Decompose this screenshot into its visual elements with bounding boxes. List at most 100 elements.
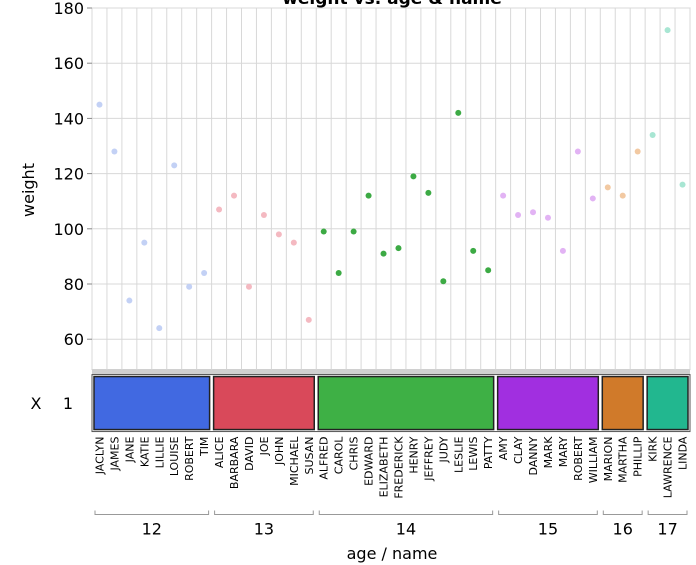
- x-axis-label: age / name: [347, 544, 438, 563]
- x-tick-label: EDWARD: [363, 437, 376, 486]
- x-tick-label: BARBARA: [228, 436, 241, 489]
- x-tick-label: PHILLIP: [632, 436, 645, 477]
- y-tick-label: 60: [64, 330, 84, 349]
- point: [604, 184, 611, 191]
- x-tick-label: WILLIAM: [587, 437, 600, 484]
- point: [350, 228, 357, 235]
- group-bracket: [94, 510, 210, 516]
- point: [634, 148, 641, 155]
- x-tick-label: ROBERT: [183, 436, 196, 481]
- y-tick-label: 80: [64, 275, 84, 294]
- x-tick-label: ALICE: [213, 437, 226, 469]
- group-label: 15: [538, 520, 558, 539]
- group-bracket: [647, 510, 688, 516]
- x-tick-label: TIM: [198, 437, 211, 457]
- band-value: 1: [63, 394, 73, 413]
- point: [141, 239, 148, 246]
- x-tick-label: MARTHA: [617, 436, 630, 483]
- x-tick-label: ROBERT: [572, 436, 585, 481]
- point: [231, 192, 238, 199]
- point: [380, 250, 387, 257]
- point: [365, 192, 372, 199]
- x-tick-label: MARY: [557, 436, 570, 467]
- point: [290, 239, 297, 246]
- x-tick-label: SUSAN: [303, 437, 316, 475]
- x-tick-label: MARK: [542, 436, 555, 469]
- x-tick-label: LESLIE: [452, 437, 465, 473]
- x-tick-label: JAMES: [108, 437, 121, 472]
- x-tick-label: LILLIE: [153, 437, 166, 469]
- point: [395, 245, 402, 252]
- point: [664, 27, 671, 34]
- point: [126, 297, 133, 304]
- y-tick-label: 140: [53, 109, 84, 128]
- y-tick-label: 160: [53, 54, 84, 73]
- band-gap: [92, 369, 690, 375]
- point: [485, 267, 492, 274]
- point: [96, 101, 103, 108]
- y-tick-label: 120: [53, 165, 84, 184]
- point: [679, 181, 686, 188]
- point: [260, 212, 267, 218]
- point: [455, 109, 462, 116]
- x-tick-label: CAROL: [333, 436, 346, 475]
- x-tick-label: LEWIS: [467, 437, 480, 471]
- x-tick-label: JOHN: [273, 437, 286, 466]
- x-tick-label: CLAY: [512, 436, 525, 464]
- x-tick-label: JANE: [123, 437, 136, 464]
- group-label: 13: [254, 520, 274, 539]
- age-band: [212, 375, 316, 431]
- age-band: [317, 375, 495, 431]
- x-tick-label: JEFFREY: [422, 436, 435, 481]
- y-tick-label: 100: [53, 220, 84, 239]
- x-tick-label: ALFRED: [318, 437, 331, 480]
- point: [515, 212, 522, 218]
- point: [530, 209, 537, 216]
- x-tick-label: HENRY: [407, 436, 420, 473]
- point: [335, 269, 342, 276]
- group-label: 17: [657, 520, 677, 539]
- group-bracket: [214, 510, 314, 516]
- point: [245, 283, 252, 290]
- group-label: 14: [396, 520, 416, 539]
- x-tick-label: JACLYN: [93, 437, 106, 476]
- x-tick-label: PATTY: [482, 436, 495, 469]
- point: [544, 214, 551, 221]
- x-tick-label: KIRK: [647, 436, 660, 462]
- chart-title: weight vs. age & name: [282, 0, 502, 9]
- point: [305, 316, 312, 323]
- point: [201, 269, 208, 276]
- point: [171, 162, 178, 169]
- point: [500, 192, 507, 199]
- point: [410, 173, 417, 180]
- point: [216, 206, 223, 213]
- point: [470, 247, 477, 254]
- x-tick-label: MARION: [602, 437, 615, 482]
- band-label: X: [31, 394, 42, 413]
- x-tick-label: ELIZABETH: [378, 437, 391, 498]
- x-tick-label: DAVID: [243, 437, 256, 471]
- group-bracket: [498, 510, 598, 516]
- point: [425, 189, 432, 196]
- x-tick-label: LOUISE: [168, 437, 181, 477]
- point: [574, 148, 581, 155]
- point: [440, 278, 447, 285]
- point: [186, 283, 193, 290]
- group-bracket: [602, 510, 643, 516]
- x-tick-label: LAWRENCE: [662, 437, 675, 499]
- x-tick-label: JOE: [258, 437, 271, 457]
- x-tick-label: CHRIS: [348, 437, 361, 471]
- point: [619, 192, 626, 199]
- group-label: 16: [613, 520, 633, 539]
- age-band: [93, 375, 211, 431]
- group-bracket: [318, 510, 494, 516]
- point: [649, 131, 656, 138]
- age-band: [496, 375, 600, 431]
- x-tick-label: DANNY: [527, 436, 540, 475]
- age-band: [646, 375, 689, 431]
- x-tick-label: AMY: [497, 436, 510, 460]
- point: [589, 195, 596, 202]
- age-band: [601, 375, 644, 431]
